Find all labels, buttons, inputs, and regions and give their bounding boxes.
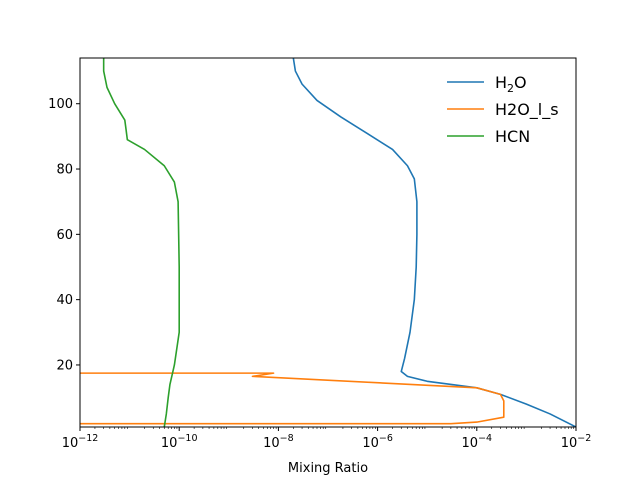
x-axis: 10−12 10−10 10−8 10−6 10−4 10−2 (62, 427, 592, 451)
plot-frame (79, 57, 577, 428)
legend: H2O H2O_l_s HCN (447, 73, 559, 146)
x-tick-label: 10−6 (362, 433, 393, 451)
y-tick-label: 40 (56, 293, 73, 308)
y-tick-label: 80 (56, 163, 73, 178)
y-tick-label: 60 (56, 228, 73, 243)
x-tick-label: 10−8 (263, 433, 294, 451)
series-line-hcn (102, 58, 180, 427)
legend-entry: H2O_l_s (495, 100, 559, 120)
y-tick-label: 100 (48, 97, 73, 112)
x-tick-label: 10−10 (161, 433, 198, 451)
series-line-h2o-l-s (80, 372, 505, 425)
y-axis: 20 40 60 80 100 (48, 97, 80, 373)
series-layer (80, 58, 576, 427)
legend-entry: HCN (495, 127, 530, 146)
y-tick-label: 20 (56, 358, 73, 373)
x-tick-label: 10−12 (62, 433, 99, 451)
x-axis-label: Mixing Ratio (288, 461, 368, 476)
x-tick-label: 10−2 (561, 433, 592, 451)
x-tick-label: 10−4 (462, 433, 493, 451)
legend-entry: H2O (495, 73, 527, 95)
